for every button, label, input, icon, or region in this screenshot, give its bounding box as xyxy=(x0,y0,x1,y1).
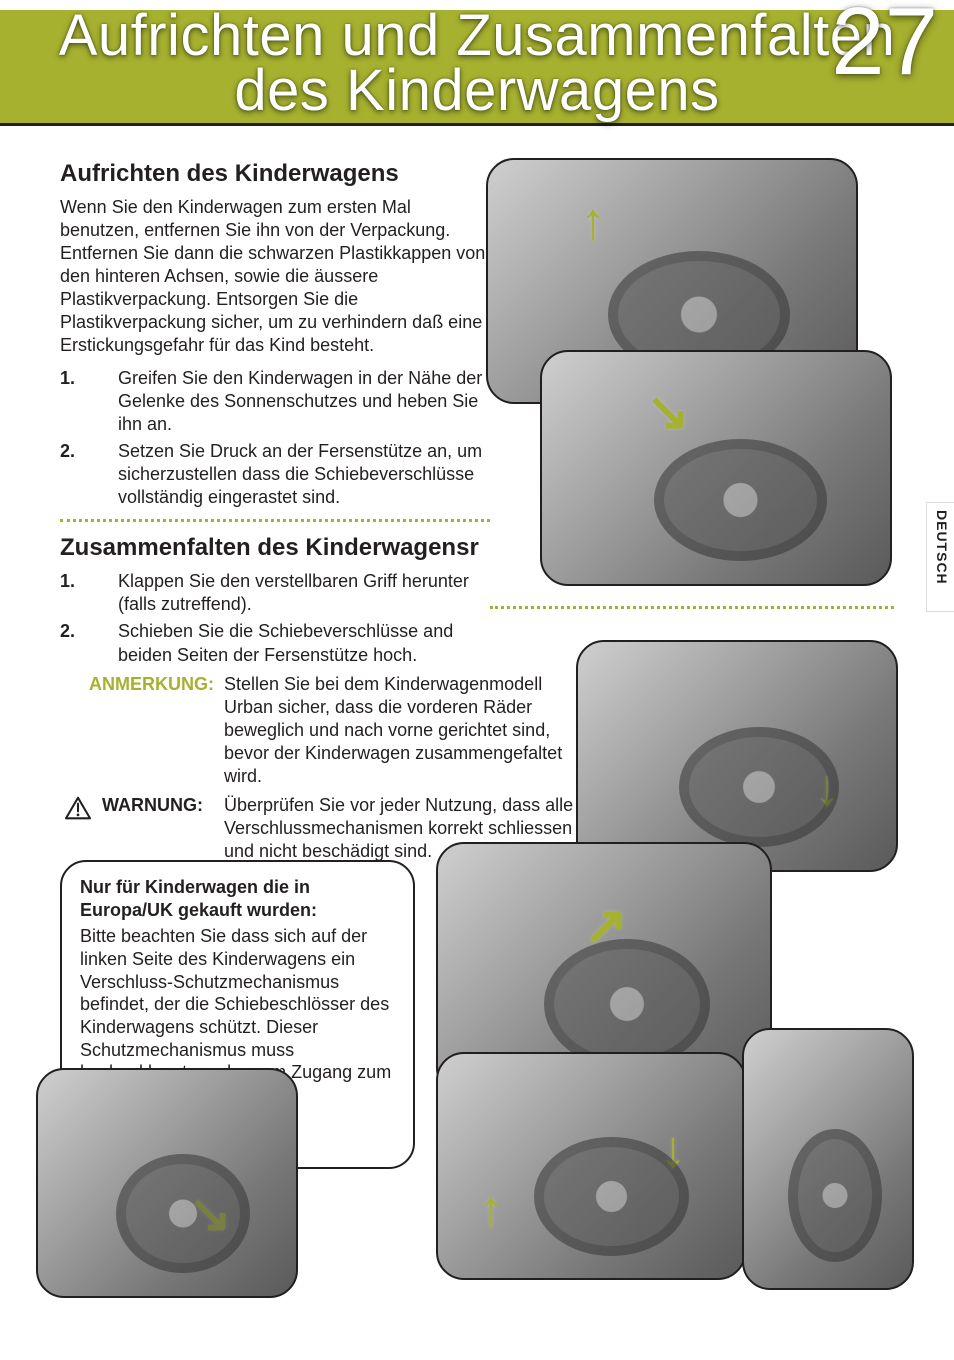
step-text: Setzen Sie Druck an der Fersenstütze an,… xyxy=(118,440,490,509)
page-title: Aufrichten und Zusammenfalten des Kinder… xyxy=(0,8,954,118)
figure-panel: ↑↓ xyxy=(436,1052,746,1280)
section1-intro: Wenn Sie den Kinderwagen zum ersten Mal … xyxy=(60,196,490,357)
dotted-divider xyxy=(60,519,490,522)
anmerkung-text: Stellen Sie bei dem Kinderwagenmodell Ur… xyxy=(224,673,580,788)
anmerkung-row: ANMERKUNG: Stellen Sie bei dem Kinderwag… xyxy=(60,673,580,788)
list-item: 2. Schieben Sie die Schiebeverschlüsse a… xyxy=(60,620,490,666)
page-number: 27 xyxy=(831,0,938,90)
section1-steps: 1. Greifen Sie den Kinderwagen in der Nä… xyxy=(60,367,490,509)
step-text: Schieben Sie die Schiebeverschlüsse and … xyxy=(118,620,490,666)
figure-panel xyxy=(742,1028,914,1290)
step-text: Klappen Sie den verstellbaren Griff heru… xyxy=(118,570,490,616)
section2-steps: 1. Klappen Sie den verstellbaren Griff h… xyxy=(60,570,490,666)
figure-panel: ↘ xyxy=(36,1068,298,1298)
section2-heading: Zusammenfalten des Kinderwagensr xyxy=(60,534,490,562)
title-line-2: des Kinderwagens xyxy=(0,63,954,118)
direction-arrow-icon: ↑ xyxy=(580,196,606,248)
step-number: 1. xyxy=(60,570,118,616)
anmerkung-label: ANMERKUNG: xyxy=(76,673,224,788)
direction-arrow-icon: ↘ xyxy=(646,386,690,438)
header-band: Aufrichten und Zusammenfalten des Kinder… xyxy=(0,10,954,126)
euro-uk-title: Nur für Kinderwagen die in Europa/UK gek… xyxy=(80,876,395,921)
list-item: 2. Setzen Sie Druck an der Fersenstütze … xyxy=(60,440,490,509)
direction-arrow-icon: ↑ xyxy=(478,1184,504,1236)
warning-icon xyxy=(60,794,96,863)
figure-panel: ↘ xyxy=(540,350,892,586)
direction-arrow-icon: ↓ xyxy=(660,1124,686,1176)
language-tab-label: DEUTSCH xyxy=(934,510,950,585)
figure-panel: ↓ xyxy=(576,640,898,872)
step-number: 2. xyxy=(60,440,118,509)
warnung-label: WARNUNG: xyxy=(96,794,224,863)
step-number: 1. xyxy=(60,367,118,436)
step-text: Greifen Sie den Kinderwagen in der Nähe … xyxy=(118,367,490,436)
list-item: 1. Greifen Sie den Kinderwagen in der Nä… xyxy=(60,367,490,436)
dotted-divider xyxy=(490,606,894,609)
direction-arrow-icon: ↘ xyxy=(188,1188,232,1240)
section1-heading: Aufrichten des Kinderwagens xyxy=(60,160,490,188)
step-number: 2. xyxy=(60,620,118,666)
main-text-column: Aufrichten des Kinderwagens Wenn Sie den… xyxy=(60,160,490,863)
direction-arrow-icon: ↓ xyxy=(814,762,840,814)
direction-arrow-icon: ↗ xyxy=(584,900,628,952)
list-item: 1. Klappen Sie den verstellbaren Griff h… xyxy=(60,570,490,616)
